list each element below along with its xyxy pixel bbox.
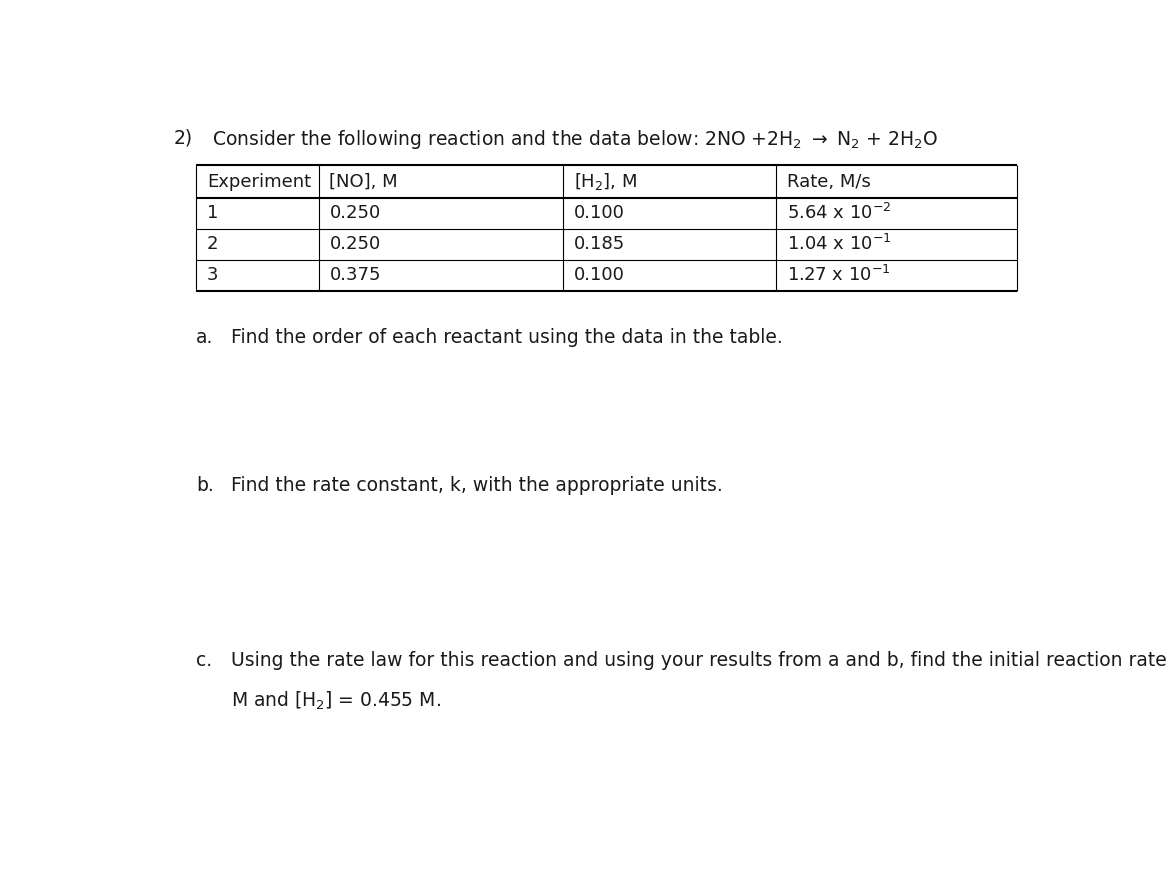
Text: [H$_2$], M: [H$_2$], M xyxy=(574,171,638,192)
Text: 0.250: 0.250 xyxy=(330,205,380,222)
Text: Consider the following reaction and the data below: 2NO +2H$_2$ $\rightarrow$ N$: Consider the following reaction and the … xyxy=(212,128,938,151)
Text: Rate, M/s: Rate, M/s xyxy=(787,172,872,191)
Text: M and [H$_2$] = 0.455 M.: M and [H$_2$] = 0.455 M. xyxy=(230,690,440,712)
Text: 0.100: 0.100 xyxy=(574,267,625,284)
Text: 1: 1 xyxy=(207,205,219,222)
Text: Experiment: Experiment xyxy=(207,172,311,191)
Text: a.: a. xyxy=(197,328,213,347)
Text: 0.100: 0.100 xyxy=(574,205,625,222)
Text: 3: 3 xyxy=(207,267,219,284)
Text: 5.64 x 10$^{-2}$: 5.64 x 10$^{-2}$ xyxy=(787,203,892,223)
Text: b.: b. xyxy=(197,475,214,495)
Text: 2): 2) xyxy=(173,128,193,148)
Text: 1.27 x 10$^{-1}$: 1.27 x 10$^{-1}$ xyxy=(787,265,892,285)
Text: [NO], M: [NO], M xyxy=(330,172,398,191)
Text: Find the rate constant, k, with the appropriate units.: Find the rate constant, k, with the appr… xyxy=(230,475,722,495)
Text: Using the rate law for this reaction and using your results from a and b, find t: Using the rate law for this reaction and… xyxy=(230,650,1170,669)
Text: 2: 2 xyxy=(207,235,219,253)
Text: 1.04 x 10$^{-1}$: 1.04 x 10$^{-1}$ xyxy=(787,234,892,254)
Text: c.: c. xyxy=(197,650,212,669)
Text: Find the order of each reactant using the data in the table.: Find the order of each reactant using th… xyxy=(230,328,783,347)
Text: 0.185: 0.185 xyxy=(574,235,626,253)
Text: 0.250: 0.250 xyxy=(330,235,380,253)
Text: 0.375: 0.375 xyxy=(330,267,381,284)
